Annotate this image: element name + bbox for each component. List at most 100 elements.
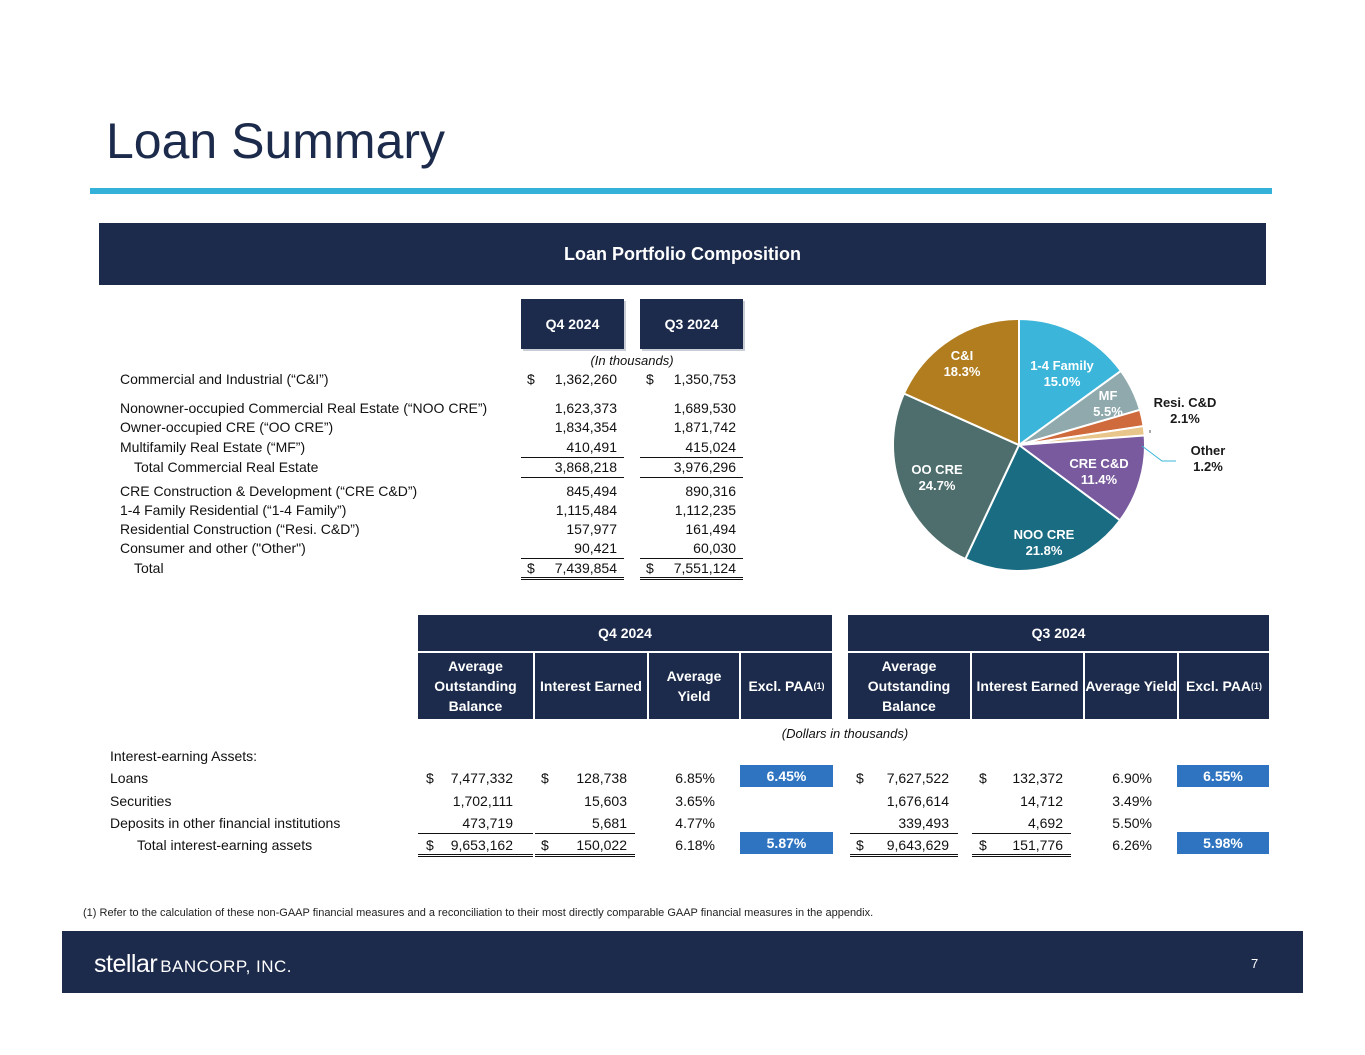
pie-slice-cre-c-d [1016, 434, 1146, 522]
pie-label-14family-name: 1-4 Family [1030, 358, 1094, 373]
pie-label-mf-name: MF [1099, 388, 1118, 403]
yield-q3-yield: 3.49% [1112, 793, 1152, 809]
comp-row-q4: 845,494 [566, 483, 617, 499]
yield-q4-balance: 473,719 [418, 815, 533, 834]
comp-row-label: Nonowner-occupied Commercial Real Estate… [120, 400, 488, 416]
pie-label-resicd-name: Resi. C&D [1154, 395, 1217, 410]
comp-row-q4: 410,491 [521, 439, 624, 458]
yield-col-header-yield: Average Yield [1085, 653, 1177, 719]
comp-row-q3: 890,316 [685, 483, 736, 499]
yield-q3-balance: 1,676,614 [886, 793, 949, 809]
comp-row-q3: 1,689,530 [673, 400, 736, 416]
comp-row-q3: 415,024 [640, 439, 743, 458]
pie-slice-noo-cre [964, 443, 1122, 573]
comp-row-q3: 161,494 [685, 521, 736, 537]
comp-row-label: Multifamily Real Estate (“MF”) [120, 439, 306, 455]
yield-q3-interest: $132,372 [979, 770, 1063, 786]
comp-row-q4: 90,421 [521, 540, 624, 559]
pie-label-oocre-value: 24.7% [919, 478, 956, 493]
comp-row-q3: 3,976,296 [640, 459, 743, 478]
yield-q3-interest: $151,776 [972, 837, 1071, 857]
yield-q3-excl-paa: 6.55% [1177, 765, 1269, 787]
yield-q4-interest: $150,022 [535, 837, 635, 857]
comp-row-label: Consumer and other ("Other") [120, 540, 306, 556]
yield-q4-balance: 1,702,111 [452, 793, 513, 809]
other-leader-line [1141, 445, 1176, 462]
yield-col-header-interest: Interest Earned [535, 653, 647, 719]
comp-row-q3: 1,871,742 [673, 419, 736, 435]
pie-label-crecd-name: CRE C&D [1069, 456, 1128, 471]
yield-row-label: Loans [110, 770, 149, 786]
footer-bar [62, 931, 1303, 993]
pie-slice-c-i [902, 317, 1020, 447]
pie-label-mf-value: 5.5% [1093, 404, 1123, 419]
comp-row-label: CRE Construction & Development (“CRE C&D… [120, 483, 418, 499]
yield-q4-interest: 5,681 [535, 815, 635, 834]
section-banner: Loan Portfolio Composition [99, 223, 1266, 285]
pie-label-crecd-value: 11.4% [1081, 472, 1118, 487]
comp-row-q4: 1,623,373 [554, 400, 617, 416]
comp-row-label: Total Commercial Real Estate [134, 459, 319, 475]
yield-q4-interest: 15,603 [584, 793, 627, 809]
pie-label-oocre-name: OO CRE [911, 462, 963, 477]
yield-col-header-excl-paa: Excl. PAA (1) [741, 653, 832, 719]
comp-row-q3: $1,350,753 [646, 371, 736, 387]
page-title: Loan Summary [106, 113, 446, 169]
comp-row-q4: $1,362,260 [527, 371, 617, 387]
pie-label-resicd-value: 2.1% [1170, 411, 1200, 426]
yield-col-header-balance: Average Outstanding Balance [848, 653, 970, 719]
comp-row-label: Commercial and Industrial (“C&I”) [120, 371, 329, 387]
yield-q4-excl-paa: 5.87% [740, 832, 833, 854]
comp-row-q4: 1,834,354 [554, 419, 617, 435]
comp-row-label: Owner-occupied CRE (“OO CRE”) [120, 419, 334, 435]
yield-col-header-yield: Average Yield [649, 653, 739, 719]
page-number: 7 [1251, 956, 1259, 971]
pie-slice-1-4-family [1018, 317, 1123, 447]
pie-label-noocre-name: NOO CRE [1014, 527, 1075, 542]
yield-q4-yield: 6.18% [675, 837, 715, 853]
yield-q3-excl-paa: 5.98% [1177, 832, 1269, 854]
yield-q3-interest: 4,692 [972, 815, 1071, 834]
comp-row-q4: $7,439,854 [521, 560, 624, 580]
logo-company-suffix: BANCORP, INC. [160, 957, 293, 976]
comp-row-q3: $7,551,124 [640, 560, 743, 580]
comp-header-q3: Q3 2024 [640, 299, 743, 349]
yield-section-label: Interest-earning Assets: [110, 748, 258, 764]
pie-label-14family-value: 15.0% [1044, 374, 1081, 389]
yield-col-header-excl-paa: Excl. PAA (1) [1179, 653, 1269, 719]
yield-q3-yield: 6.90% [1112, 770, 1152, 786]
comp-header-q4: Q4 2024 [521, 299, 624, 349]
pie-label-other-name: Other [1191, 443, 1226, 458]
comp-row-q4: 3,868,218 [521, 459, 624, 478]
loan-composition-pie-chart: C&I 18.3% 1-4 Family 15.0% MF 5.5% Resi.… [892, 317, 1226, 573]
yield-row-label: Securities [110, 793, 172, 809]
yield-q3-yield: 5.50% [1112, 815, 1152, 831]
yield-q4-interest: $128,738 [541, 770, 627, 786]
comp-units-note: (In thousands) [590, 353, 674, 368]
company-logo: stellar BANCORP, INC. [94, 950, 292, 979]
yield-q4-excl-paa: 6.45% [740, 765, 833, 787]
comp-row-q3: 60,030 [640, 540, 743, 559]
pie-label-ci-value: 18.3% [944, 364, 981, 379]
comp-row-q4: 157,977 [566, 521, 617, 537]
yield-row-label: Deposits in other financial institutions [110, 815, 341, 831]
yield-q4-yield: 3.65% [675, 793, 715, 809]
comp-row-q4: 1,115,484 [555, 502, 617, 518]
yield-q4-balance: $7,477,332 [426, 770, 513, 786]
yield-period-header-q3: Q3 2024 [848, 615, 1269, 651]
logo-wordmark: stellar [94, 950, 158, 978]
yield-col-header-balance: Average Outstanding Balance [418, 653, 533, 719]
comp-row-label: Residential Construction (“Resi. C&D”) [120, 521, 360, 537]
yield-units-note: (Dollars in thousands) [781, 726, 909, 741]
yield-q3-yield: 6.26% [1112, 837, 1152, 853]
title-rule [90, 188, 1272, 194]
comp-row-label: 1-4 Family Residential (“1-4 Family”) [120, 502, 347, 518]
yield-q3-balance: $7,627,522 [856, 770, 949, 786]
yield-q4-balance: $9,653,162 [418, 837, 533, 857]
yield-q3-balance: $9,643,629 [850, 837, 958, 857]
yield-q3-balance: 339,493 [850, 815, 958, 834]
pie-slice-oo-cre [892, 392, 1021, 561]
yield-period-header-q4: Q4 2024 [418, 615, 832, 651]
yield-q4-yield: 4.77% [675, 815, 715, 831]
footnote: (1) Refer to the calculation of these no… [83, 907, 874, 919]
